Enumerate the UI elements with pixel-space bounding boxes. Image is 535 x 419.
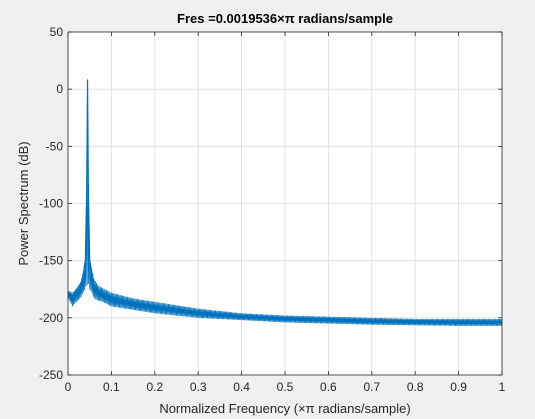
- x-tick-label: 0.1: [103, 380, 120, 394]
- x-tick-label: 0.5: [277, 380, 294, 394]
- x-axis-label: Normalized Frequency (×π radians/sample): [159, 401, 410, 416]
- x-tick-label: 0.8: [407, 380, 424, 394]
- x-tick-label: 0.4: [233, 380, 250, 394]
- y-tick-label: -150: [39, 254, 63, 268]
- axis-ticks: 0 0.1 0.2 0.3 0.4 0.5 0.6 0.7 0.8 0.9 1 50 0 -50 -100 -…: [39, 25, 506, 394]
- x-tick-label: 0: [65, 380, 72, 394]
- x-tick-label: 0.9: [450, 380, 467, 394]
- chart-title: Fres =0.0019536×π radians/sample: [177, 11, 393, 26]
- x-tick-label: 1: [499, 380, 506, 394]
- x-tick-label: 0.2: [146, 380, 163, 394]
- y-tick-label: -50: [46, 139, 64, 153]
- spectrum-line: [67, 79, 502, 322]
- y-tick-label: -100: [39, 197, 63, 211]
- x-tick-label: 0.3: [190, 380, 207, 394]
- y-tick-label: 0: [56, 82, 63, 96]
- y-tick-label: -200: [39, 311, 63, 325]
- y-axis-label: Power Spectrum (dB): [16, 141, 31, 265]
- x-tick-label: 0.6: [320, 380, 337, 394]
- y-tick-label: -250: [39, 368, 63, 382]
- x-tick-label: 0.7: [363, 380, 380, 394]
- data-series: [67, 79, 503, 326]
- spectrum-noise-band: [67, 120, 503, 326]
- y-tick-label: 50: [50, 25, 64, 39]
